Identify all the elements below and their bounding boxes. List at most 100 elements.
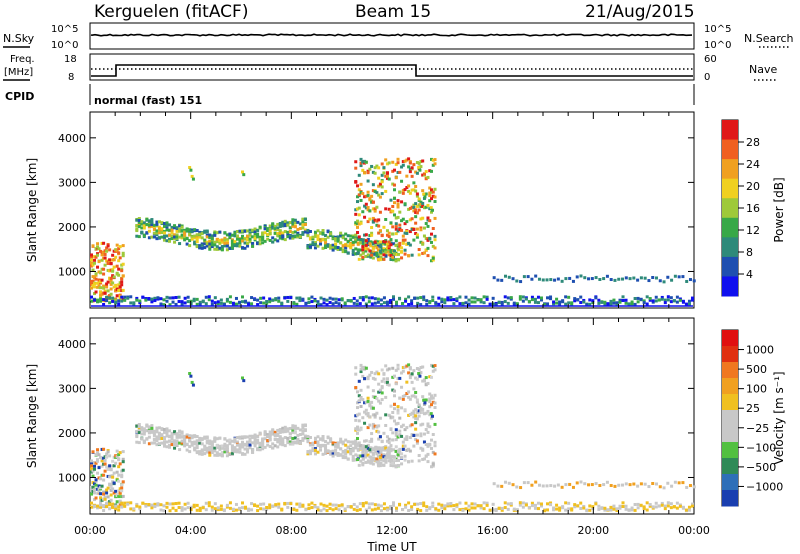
power-panel-frame — [89, 111, 695, 309]
power-echo — [293, 235, 297, 239]
power-echo — [660, 297, 664, 301]
velocity-echo — [558, 508, 562, 512]
power-echo — [364, 206, 368, 210]
velocity-echo — [541, 484, 545, 488]
velocity-echo — [349, 452, 353, 456]
velocity-echo — [410, 411, 414, 415]
power-echo — [633, 302, 637, 306]
velocity-echo — [198, 509, 202, 513]
power-echo — [271, 224, 275, 228]
velocity-echo — [296, 437, 300, 441]
power-echo — [415, 171, 419, 175]
power-echo — [368, 217, 372, 221]
velocity-echo — [93, 504, 97, 508]
velocity-echo — [278, 442, 282, 446]
velocity-echo — [396, 408, 400, 412]
power-echo — [93, 292, 97, 296]
power-echo — [195, 237, 199, 241]
power-echo — [276, 226, 280, 230]
power-echo — [407, 165, 411, 169]
power-echo — [185, 229, 189, 233]
power-echo — [220, 240, 224, 244]
velocity-echo — [322, 503, 326, 507]
power-echo — [334, 242, 338, 246]
power-echo — [500, 300, 504, 304]
power-echo — [235, 234, 239, 238]
power-echo — [583, 276, 587, 280]
velocity-echo — [426, 381, 430, 385]
power-echo — [417, 166, 421, 170]
velocity-echo — [359, 388, 363, 392]
power-echo — [157, 227, 161, 231]
power-echo — [412, 203, 416, 207]
power-echo — [431, 158, 435, 162]
power-echo — [389, 254, 393, 258]
power-echo — [218, 239, 222, 243]
power-echo — [587, 277, 591, 281]
velocity-echo — [651, 505, 655, 509]
velocity-echo — [359, 445, 363, 449]
velocity-echo — [401, 394, 405, 398]
power-echo — [185, 242, 189, 246]
velocity-echo — [426, 460, 430, 464]
velocity-echo — [93, 482, 97, 486]
velocity-echo — [310, 506, 314, 510]
velocity-echo — [268, 438, 272, 442]
velocity-echo — [90, 464, 93, 468]
power-echo — [400, 250, 404, 254]
power-echo — [377, 184, 381, 188]
velocity-echo — [422, 432, 426, 436]
power-echo — [203, 242, 207, 246]
power-echo — [375, 251, 379, 255]
velocity-echo — [552, 506, 556, 510]
power-echo — [193, 236, 197, 240]
power-echo — [301, 226, 305, 230]
power-echo — [404, 299, 408, 303]
velocity-echo — [428, 413, 432, 417]
power-echo — [651, 299, 655, 303]
power-echo — [624, 298, 628, 302]
power-echo — [319, 231, 323, 235]
power-echo — [395, 300, 399, 304]
power-echo — [615, 303, 619, 307]
velocity-echo — [228, 506, 232, 510]
power-echo — [195, 240, 199, 244]
power-echo — [111, 296, 115, 300]
velocity-echo — [94, 496, 98, 500]
velocity-echo — [266, 433, 270, 437]
velocity-echo — [415, 417, 419, 421]
velocity-echo — [111, 487, 115, 491]
power-echo — [256, 241, 260, 245]
velocity-echo — [185, 448, 189, 452]
y-tick-label: 1000 — [58, 265, 86, 278]
power-echo — [603, 300, 607, 304]
velocity-echo — [340, 503, 344, 507]
power-echo — [198, 246, 202, 250]
power-echo — [503, 300, 507, 304]
power-echo — [666, 275, 670, 279]
velocity-echo — [308, 451, 312, 455]
velocity-echo — [417, 454, 421, 458]
velocity-echo — [90, 488, 93, 492]
power-echo — [341, 248, 345, 252]
velocity-echo — [621, 501, 625, 505]
velocity-echo — [364, 508, 368, 512]
velocity-echo — [415, 441, 419, 445]
velocity-echo — [371, 462, 375, 466]
power-echo — [137, 218, 141, 222]
velocity-echo — [361, 398, 365, 402]
power-echo — [371, 252, 375, 256]
power-echo — [243, 237, 247, 241]
velocity-echo — [91, 474, 95, 478]
velocity-echo — [358, 508, 362, 512]
power-echo — [137, 225, 141, 229]
power-echo — [430, 190, 434, 194]
power-echo — [204, 302, 208, 306]
velocity-echo — [378, 416, 382, 420]
velocity-echo — [276, 432, 280, 436]
velocity-echo — [422, 378, 426, 382]
velocity-echo — [387, 413, 391, 417]
velocity-echo — [266, 439, 270, 443]
velocity-echo — [378, 464, 382, 468]
